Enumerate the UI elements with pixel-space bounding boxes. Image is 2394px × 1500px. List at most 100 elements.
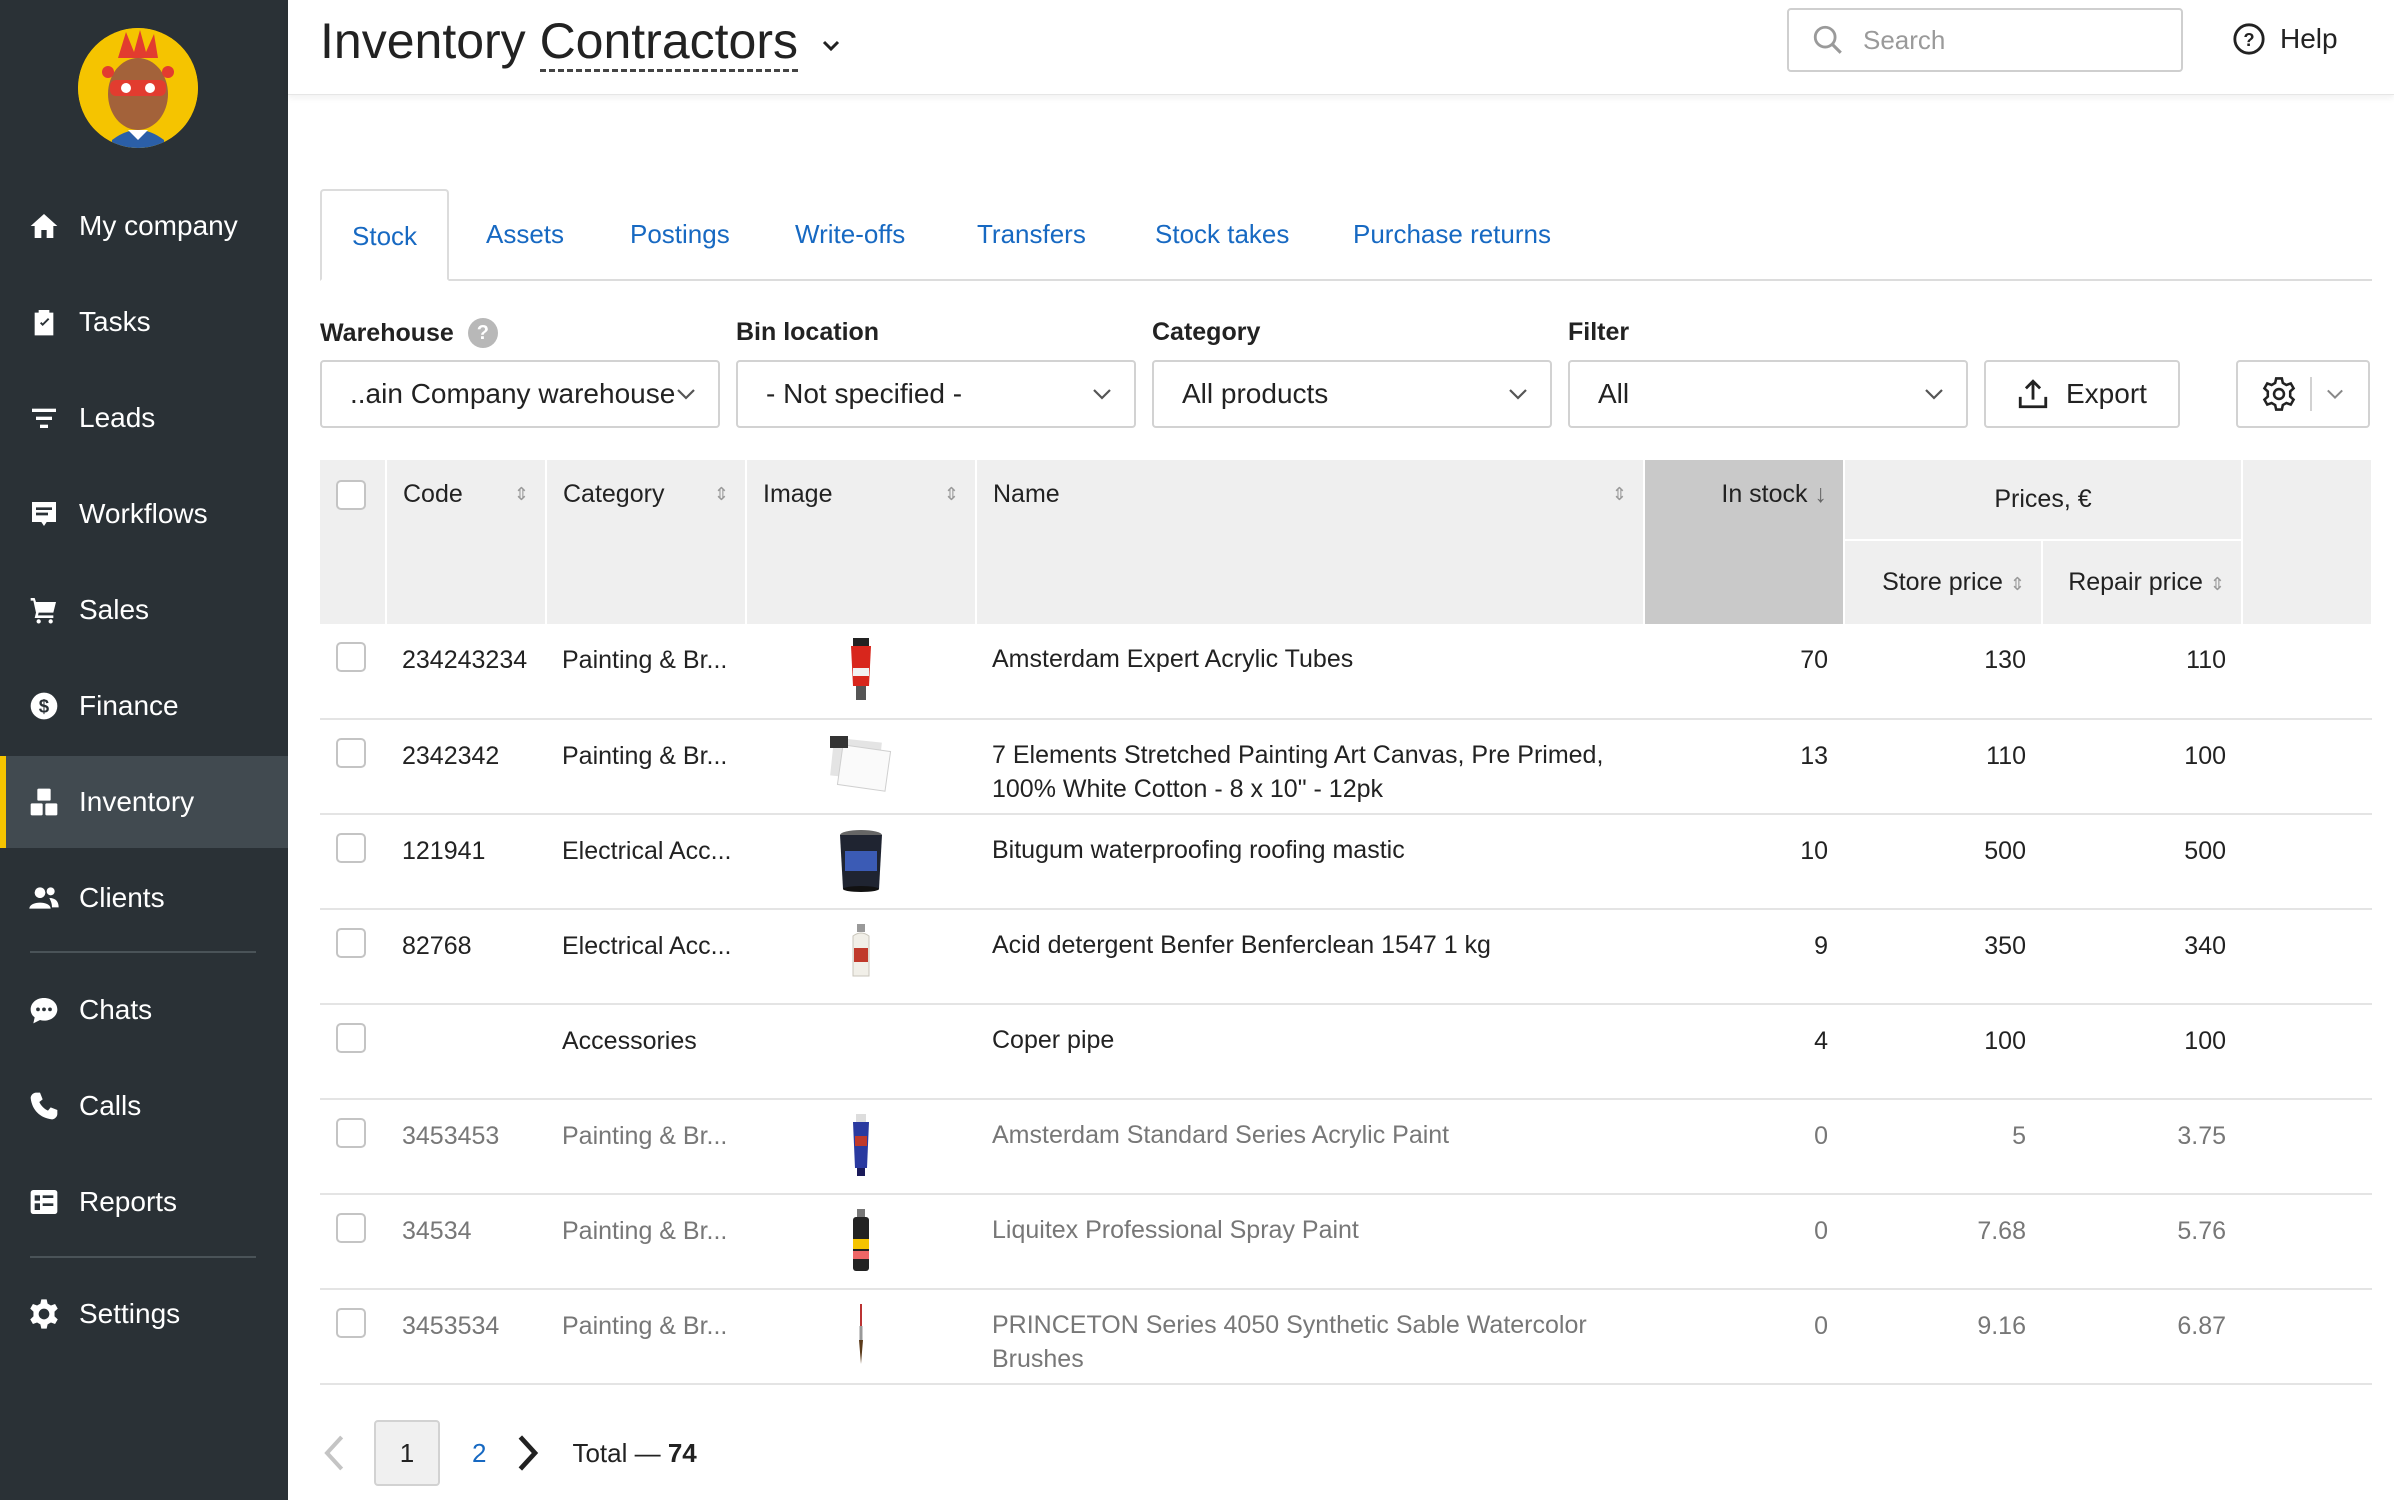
warehouse-filter-label: Warehouse ? [320,318,498,348]
row-checkbox[interactable] [336,833,366,863]
tab-write-offs[interactable]: Write-offs [795,219,906,249]
chevron-down-icon[interactable] [2326,388,2344,400]
export-button[interactable]: Export [1984,360,2180,428]
row-checkbox[interactable] [336,1308,366,1338]
sidebar-item-reports[interactable]: Reports [0,1156,288,1248]
sidebar-item-label: Clients [79,882,165,913]
sidebar-item-workflows[interactable]: Workflows [0,468,288,560]
contractors-dropdown[interactable]: Contractors [539,13,798,72]
table-row[interactable]: 82768 Electrical Acc... Acid detergent Ben… [320,909,2373,1005]
sidebar-item-tasks[interactable]: Tasks [0,276,288,368]
table-body: 234243234 Painting & Br... Amsterdam Exper… [320,624,2373,1385]
search-box[interactable] [1787,8,2183,72]
cell-name[interactable]: Bitugum waterproofing roofing mastic [976,814,1644,910]
sidebar-item-label: My company [79,210,238,241]
cell-category: Painting & Br... [546,719,746,815]
page-title-text: Inventory [320,13,540,69]
row-checkbox-cell [320,1289,386,1385]
page-button-current[interactable]: 1 [374,1420,440,1486]
category-select[interactable]: All products [1152,360,1552,428]
tab-stock-takes[interactable]: Stock takes [1155,219,1290,249]
bin-location-select[interactable]: - Not specified - [736,360,1136,428]
chat-icon [27,993,61,1027]
user-avatar[interactable] [78,28,198,148]
chevron-right-icon[interactable] [512,1433,542,1473]
tab-postings[interactable]: Postings [630,219,730,249]
row-checkbox[interactable] [336,1023,366,1053]
column-header-category[interactable]: Category ⇕ [546,460,747,624]
cell-name[interactable]: PRINCETON Series 4050 Synthetic Sable Wa… [976,1289,1644,1385]
product-image[interactable] [762,1304,960,1368]
row-checkbox-cell [320,1099,386,1195]
search-input[interactable] [1861,23,2165,57]
table-row[interactable]: 3453534 Painting & Br... PRINCETON Series … [320,1289,2373,1385]
sidebar-item-inventory[interactable]: Inventory [0,756,288,848]
image-header-label: Image [763,480,833,508]
product-image[interactable] [762,829,960,893]
column-header-prices: Prices, € [1844,460,2244,541]
column-header-store-price[interactable]: Store price ⇕ [1844,540,2043,624]
filter-value: All [1598,378,1630,409]
tab-assets[interactable]: Assets [486,219,565,249]
row-checkbox[interactable] [336,928,366,958]
bin-location-label: Bin location [736,318,880,346]
cell-in-stock: 10 [1644,814,1844,910]
cell-name[interactable]: Liquitex Professional Spray Paint [976,1194,1644,1290]
sidebar-item-settings[interactable]: Settings [0,1268,288,1360]
table-row[interactable]: Accessories Coper pipe 4 100 100 [320,1004,2373,1100]
cell-name[interactable]: Acid detergent Benfer Benferclean 1547 1… [976,909,1644,1005]
product-image[interactable] [762,924,960,978]
arrow-down-icon: ↓ [1814,480,1828,508]
sidebar-item-chats[interactable]: Chats [0,964,288,1056]
warehouse-select[interactable]: ..ain Company warehouse [320,360,720,428]
help-question-icon[interactable]: ? [467,318,498,348]
table-row[interactable]: 2342342 Painting & Br... 7 Elements Stretc… [320,719,2373,815]
sidebar-item-sales[interactable]: Sales [0,564,288,656]
column-header-code[interactable]: Code ⇕ [386,460,547,624]
help-button[interactable]: ? Help [2232,22,2338,56]
page-button-next[interactable]: 2 [472,1437,487,1468]
column-header-in-stock[interactable]: In stock ↓ [1644,460,1845,624]
tab-purchase-returns[interactable]: Purchase returns [1353,219,1551,249]
row-checkbox[interactable] [336,1213,366,1243]
cell-empty [2242,1289,2373,1385]
cell-name[interactable]: Coper pipe [976,1004,1644,1100]
column-header-name[interactable]: Name ⇕ [976,460,1645,624]
row-checkbox[interactable] [336,1118,366,1148]
cell-name[interactable]: Amsterdam Standard Series Acrylic Paint [976,1099,1644,1195]
cell-in-stock: 4 [1644,1004,1844,1100]
repair-price-header-label: Repair price [2068,568,2203,596]
tab-stock[interactable]: Stock [320,189,450,281]
column-header-repair-price[interactable]: Repair price ⇕ [2042,540,2244,624]
tab-transfers[interactable]: Transfers [977,219,1086,249]
code-header-label: Code [403,480,463,508]
cell-name[interactable]: 7 Elements Stretched Painting Art Canvas… [976,719,1644,815]
sidebar-item-calls[interactable]: Calls [0,1060,288,1152]
product-image[interactable] [762,638,960,702]
cell-empty [2242,1099,2373,1195]
cell-category: Painting & Br... [546,1194,746,1290]
sidebar-item-finance[interactable]: $ Finance [0,660,288,752]
table-settings-button[interactable] [2236,360,2370,428]
chevron-down-icon[interactable] [822,31,840,58]
reports-icon [27,1185,61,1219]
product-image[interactable] [762,1209,960,1273]
sidebar-item-leads[interactable]: Leads [0,372,288,464]
sidebar-item-clients[interactable]: Clients [0,852,288,944]
product-image[interactable] [762,1114,960,1178]
row-checkbox[interactable] [336,738,366,768]
search-icon [1813,25,1842,54]
sidebar-item-my-company[interactable]: My company [0,180,288,272]
cell-name[interactable]: Amsterdam Expert Acrylic Tubes [976,624,1644,720]
cell-code: 234243234 [386,624,546,720]
chevron-left-icon[interactable] [320,1433,350,1473]
table-row[interactable]: 234243234 Painting & Br... Amsterdam Exper… [320,624,2373,720]
product-image[interactable] [762,734,960,794]
row-checkbox[interactable] [336,642,366,672]
table-row[interactable]: 121941 Electrical Acc... Bitugum waterproo… [320,814,2373,910]
filter-select[interactable]: All [1568,360,1968,428]
column-header-image[interactable]: Image ⇕ [746,460,977,624]
select-all-checkbox[interactable] [336,480,366,510]
table-row[interactable]: 34534 Painting & Br... Liquitex Profession… [320,1194,2373,1290]
table-row[interactable]: 3453453 Painting & Br... Amsterdam Standar… [320,1099,2373,1195]
